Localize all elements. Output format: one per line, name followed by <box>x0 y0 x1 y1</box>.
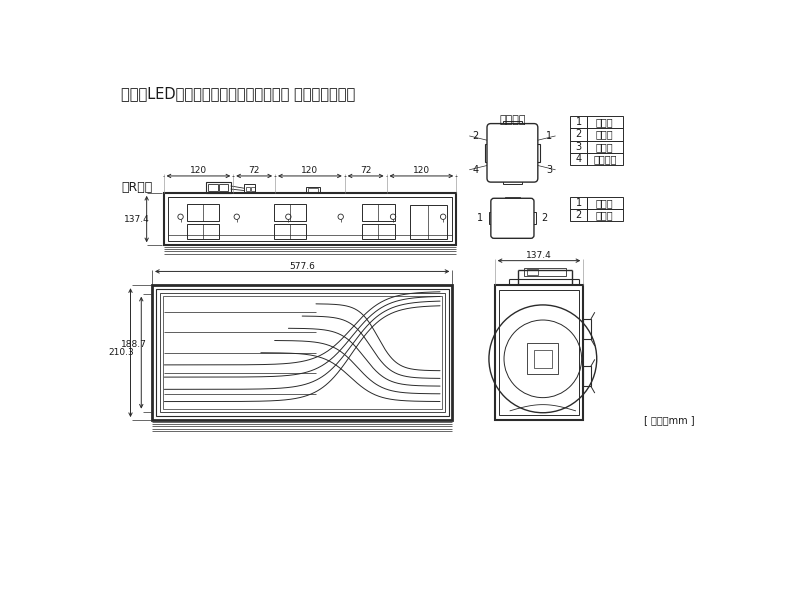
Bar <box>274 224 306 239</box>
Bar <box>583 319 591 339</box>
Text: 1: 1 <box>546 131 553 141</box>
Bar <box>274 203 306 221</box>
Bar <box>246 187 250 191</box>
Text: 2: 2 <box>472 131 478 141</box>
Bar <box>570 140 587 153</box>
Text: [ 単位：mm ]: [ 単位：mm ] <box>644 415 695 425</box>
Bar <box>219 184 228 191</box>
Bar <box>499 290 578 415</box>
Bar <box>245 184 255 192</box>
Text: 2: 2 <box>575 130 582 139</box>
Bar <box>152 285 452 420</box>
Text: 3: 3 <box>575 142 582 152</box>
Bar <box>160 293 445 412</box>
Bar <box>208 184 218 191</box>
Text: （R側）: （R側） <box>122 181 153 194</box>
Bar <box>362 224 394 239</box>
Bar <box>186 224 219 239</box>
Bar <box>497 212 510 224</box>
Text: 577.6: 577.6 <box>290 262 315 271</box>
Bar <box>587 209 622 221</box>
Text: ターン: ターン <box>596 117 614 127</box>
Bar <box>587 116 622 128</box>
Text: 2: 2 <box>575 210 582 220</box>
Text: バック: バック <box>596 198 614 208</box>
Bar <box>251 187 255 191</box>
Text: 120: 120 <box>190 166 207 175</box>
Text: 137.4: 137.4 <box>124 215 150 224</box>
Bar <box>186 203 219 221</box>
Bar <box>156 289 449 416</box>
Bar <box>306 187 320 193</box>
Text: 1: 1 <box>575 117 582 127</box>
Bar <box>531 212 536 224</box>
Text: 1: 1 <box>575 198 582 208</box>
Bar <box>163 296 442 409</box>
Text: 120: 120 <box>413 166 430 175</box>
Bar <box>168 197 451 241</box>
Text: 137.4: 137.4 <box>526 251 552 260</box>
Text: 188.7: 188.7 <box>121 340 146 349</box>
Text: ストップ: ストップ <box>593 154 617 164</box>
Bar <box>494 135 509 149</box>
Bar <box>587 197 622 209</box>
Bar <box>494 157 509 170</box>
Text: 3: 3 <box>546 165 553 175</box>
Bar <box>527 269 538 275</box>
Bar <box>583 366 591 386</box>
Bar <box>534 350 552 368</box>
Text: アース: アース <box>596 210 614 220</box>
Bar <box>489 212 494 224</box>
FancyBboxPatch shape <box>491 198 534 238</box>
Bar <box>570 197 587 209</box>
Text: 1: 1 <box>477 213 483 223</box>
Bar <box>516 157 530 170</box>
Bar <box>485 143 491 162</box>
Bar <box>587 140 622 153</box>
Bar <box>534 143 540 162</box>
Bar <box>524 268 566 276</box>
Text: 72: 72 <box>249 166 260 175</box>
Text: アース: アース <box>596 130 614 139</box>
Bar <box>570 116 587 128</box>
Text: 4: 4 <box>472 165 478 175</box>
Bar <box>570 128 587 140</box>
Bar <box>527 343 558 374</box>
Text: 2: 2 <box>542 213 548 223</box>
Bar <box>503 121 522 127</box>
Bar <box>587 128 622 140</box>
Text: コネクタ: コネクタ <box>499 116 526 125</box>
Bar <box>503 178 522 184</box>
Bar <box>516 135 530 149</box>
Text: オールLEDリアコンビネーションランプ 歌舞伎デザイン: オールLEDリアコンビネーションランプ 歌舞伎デザイン <box>122 86 355 101</box>
Text: 4: 4 <box>575 154 582 164</box>
Bar <box>494 285 583 420</box>
Bar <box>163 193 456 245</box>
Text: 210.3: 210.3 <box>108 348 134 357</box>
Bar <box>587 153 622 165</box>
Bar <box>570 209 587 221</box>
Text: テール: テール <box>596 142 614 152</box>
Text: 72: 72 <box>360 166 371 175</box>
Bar <box>505 197 520 202</box>
Bar <box>515 212 528 224</box>
Bar <box>307 187 318 192</box>
Bar <box>410 205 447 239</box>
Text: 120: 120 <box>302 166 318 175</box>
FancyBboxPatch shape <box>487 124 538 182</box>
Bar <box>206 182 230 193</box>
Bar <box>570 153 587 165</box>
Bar <box>362 203 394 221</box>
